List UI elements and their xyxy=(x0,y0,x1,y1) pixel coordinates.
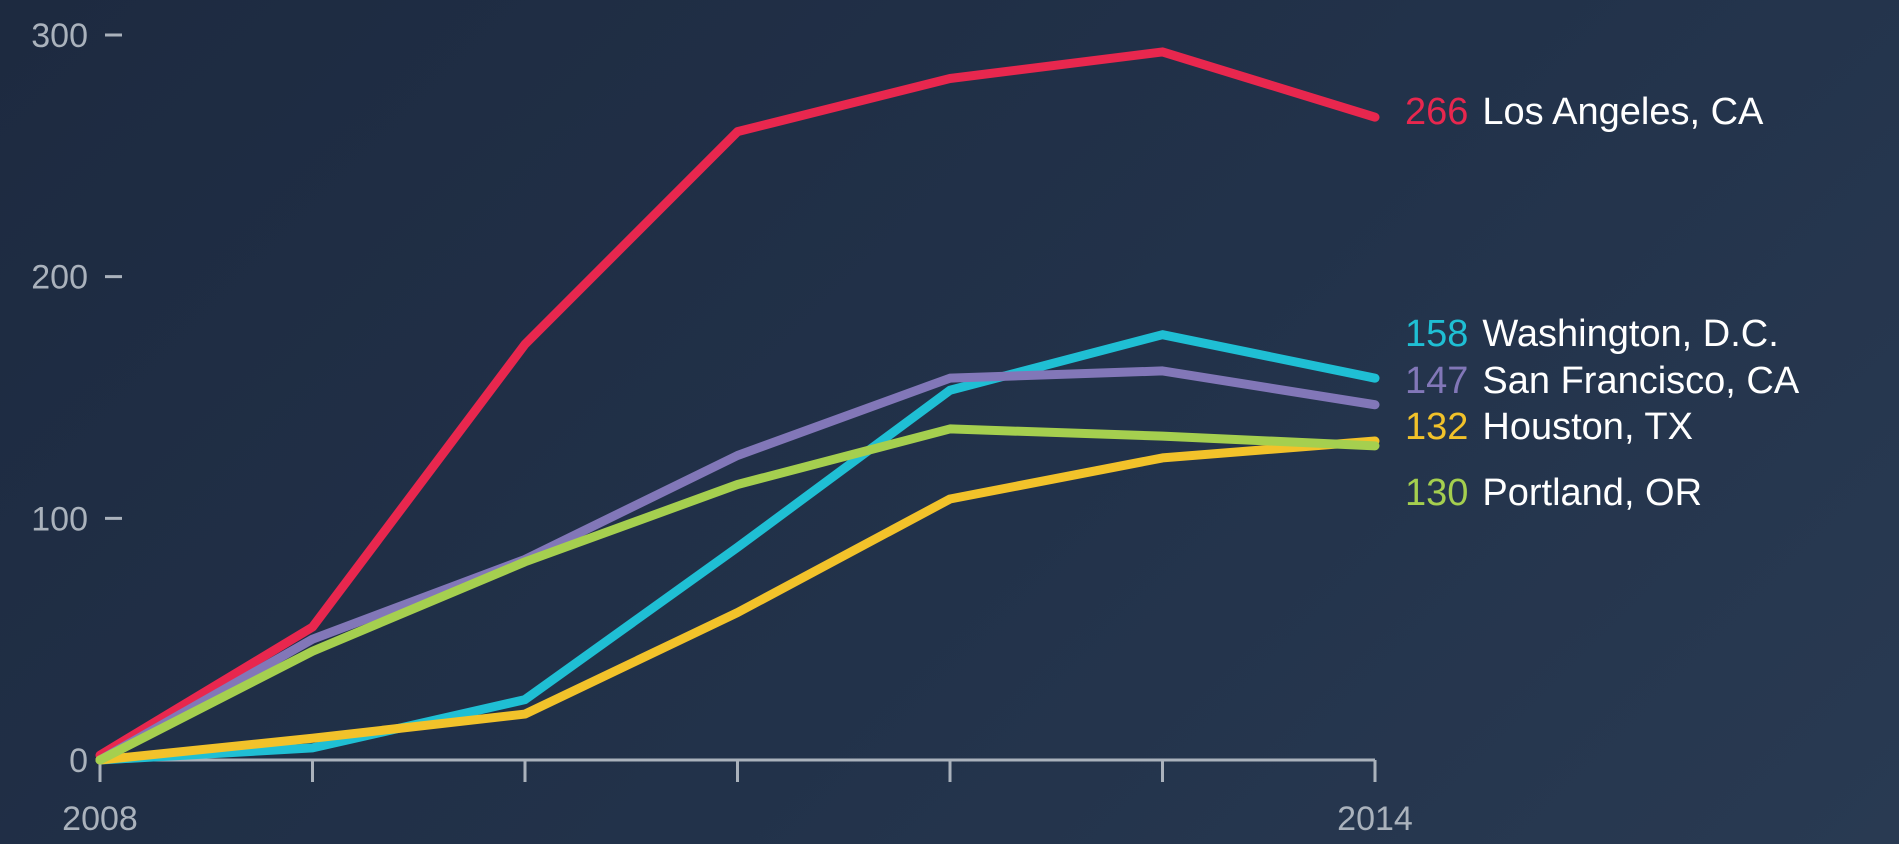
x-axis: 2008 2014 xyxy=(62,758,1413,838)
series-end-value: 130 xyxy=(1405,472,1468,514)
y-tick-label: 200 xyxy=(31,259,88,297)
series-lines xyxy=(95,47,1380,765)
series-name: Portland, OR xyxy=(1482,472,1702,514)
x-tick-label: 2008 xyxy=(62,800,138,838)
series-name: San Francisco, CA xyxy=(1482,360,1799,402)
series-line xyxy=(95,436,1380,765)
series-end-label: 266 Los Angeles, CA xyxy=(1405,91,1764,133)
series-end-label: 132 Houston, TX xyxy=(1405,406,1693,448)
series-name: Houston, TX xyxy=(1482,406,1693,448)
series-end-value: 132 xyxy=(1405,406,1468,448)
series-line xyxy=(95,366,1380,765)
series-line xyxy=(95,47,1380,760)
series-line xyxy=(95,330,1380,765)
series-name: Los Angeles, CA xyxy=(1482,91,1764,133)
series-end-value: 147 xyxy=(1405,360,1468,402)
y-tick-label: 0 xyxy=(69,742,88,780)
series-end-label: 130 Portland, OR xyxy=(1405,472,1702,514)
x-tick-label: 2014 xyxy=(1337,800,1413,838)
series-end-value: 266 xyxy=(1405,91,1468,133)
y-tick-label: 100 xyxy=(31,500,88,538)
y-tick-label: 300 xyxy=(31,17,88,55)
series-end-label: 147 San Francisco, CA xyxy=(1405,360,1800,402)
series-labels: 266 Los Angeles, CA 158 Washington, D.C. 147… xyxy=(1405,91,1800,514)
series-end-label: 158 Washington, D.C. xyxy=(1405,313,1779,355)
series-line xyxy=(95,424,1380,765)
y-axis: 0 100 200 300 xyxy=(31,17,122,780)
series-name: Washington, D.C. xyxy=(1482,313,1778,355)
series-end-value: 158 xyxy=(1405,313,1468,355)
